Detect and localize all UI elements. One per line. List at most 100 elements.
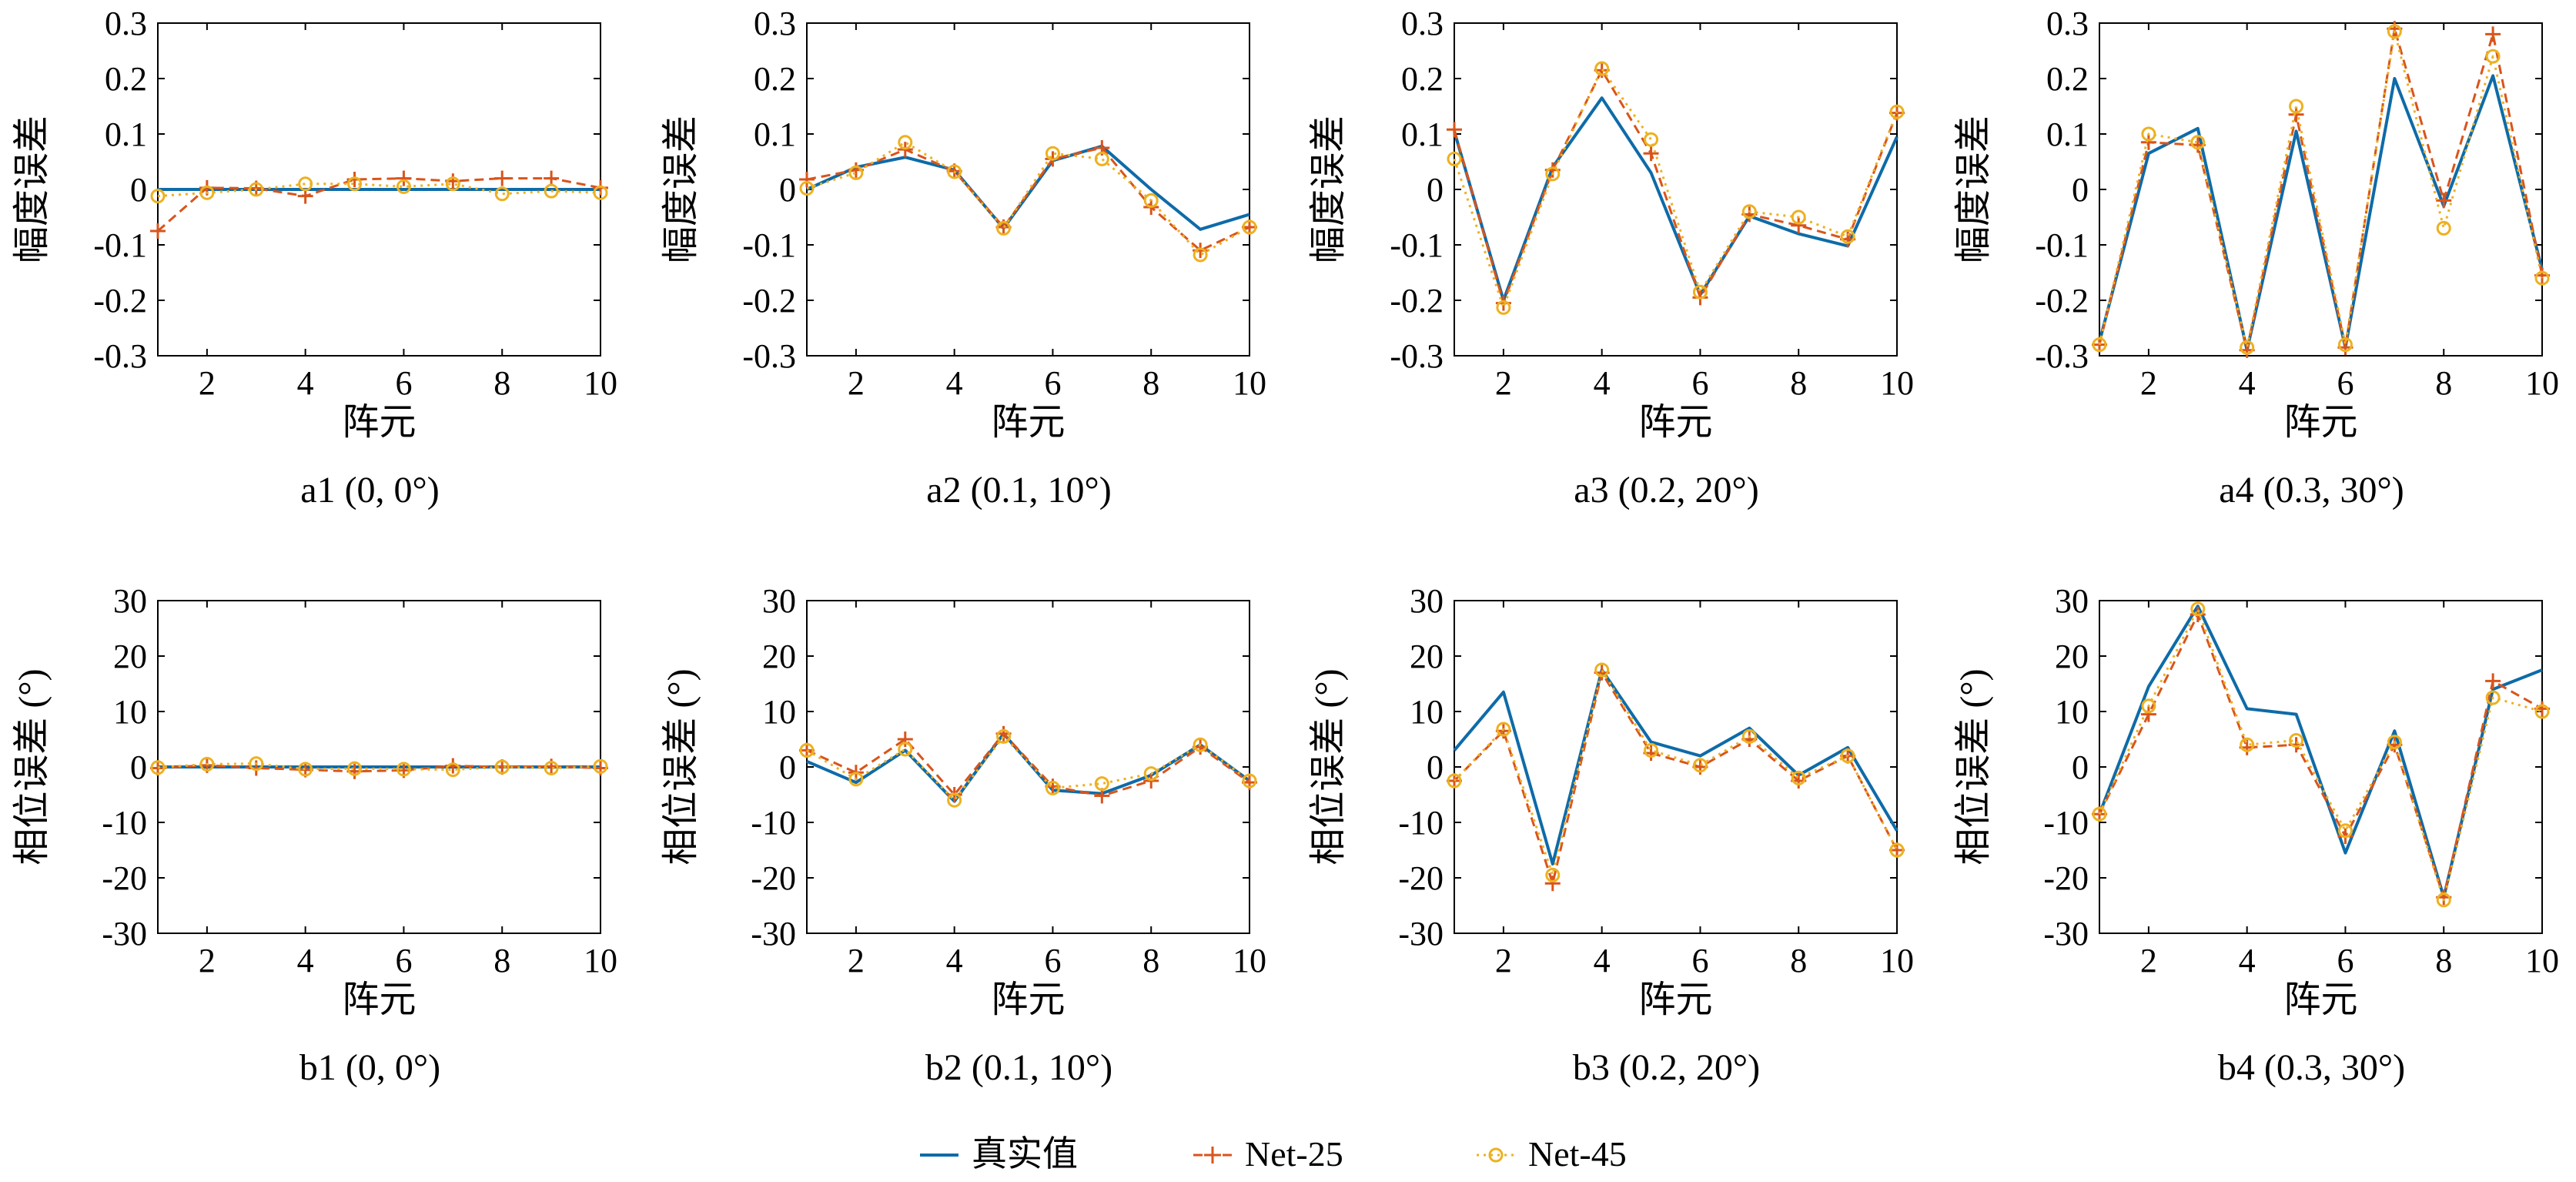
net45-point: [1644, 742, 1659, 758]
net45-point: [1094, 776, 1109, 792]
x-tick-label: 2: [199, 942, 216, 979]
x-axis-label: 阵元: [342, 979, 416, 1020]
net45-point: [2436, 892, 2451, 908]
net45-point: [593, 185, 608, 200]
net25-point: [799, 172, 815, 188]
net45-point: [445, 176, 460, 192]
y-axis-label: 相位误差 (°): [12, 668, 52, 865]
net45-point: [494, 759, 510, 775]
x-tick-label: 8: [2435, 364, 2452, 402]
net45-point: [1094, 151, 1109, 166]
x-tick-label: 2: [2140, 364, 2157, 402]
net45-point: [947, 164, 962, 179]
net25-point: [1447, 122, 1462, 138]
net45-point: [2485, 49, 2501, 64]
net45-point: [2141, 698, 2156, 714]
series-line-net25: [1453, 671, 1899, 885]
y-tick-label: 0.1: [2046, 116, 2089, 153]
chart-panel-b4: 2 4 6 8 10 30 20 10 0 -10 -20 -30 阵元 相位误差 (°) b4 (0.3,…: [1953, 582, 2559, 1088]
net45-point: [347, 176, 363, 192]
net45-point: [445, 762, 460, 778]
x-tick-label: 10: [1880, 942, 1914, 979]
x-tick-label: 8: [1790, 364, 1807, 402]
net45-point: [1741, 728, 1757, 744]
net45-point: [1143, 193, 1159, 208]
y-tick-label: 20: [1410, 638, 1444, 675]
x-tick-label: 4: [946, 364, 963, 402]
net45-point: [396, 179, 411, 194]
net25-point: [2140, 706, 2156, 722]
y-tick-label: 0.2: [105, 60, 147, 98]
net45-point: [1045, 780, 1060, 795]
panel-caption: b4 (0.3, 30°): [2218, 1047, 2405, 1088]
x-tick-label: 4: [297, 364, 314, 402]
net45-point: [249, 182, 264, 197]
net25-point: [2485, 26, 2501, 42]
x-tick-label: 6: [2337, 364, 2354, 402]
series-line-truth: [1453, 668, 1899, 866]
y-tick-label: 30: [762, 582, 796, 620]
net45-point: [1143, 766, 1159, 782]
y-tick-label: -10: [102, 804, 147, 842]
legend-marker-net45: [1488, 1147, 1504, 1163]
chart-panel-a4: 2 4 6 8 10 0.3 0.2 0.1 0 -0.1 -0.2 -0.3 阵元 幅度误差 a4 (0.…: [1953, 5, 2559, 511]
y-tick-label: -0.3: [2035, 337, 2089, 375]
y-tick-label: 10: [2055, 693, 2089, 731]
x-tick-label: 2: [1495, 364, 1512, 402]
y-tick-label: -10: [2043, 804, 2089, 842]
net45-point: [298, 762, 313, 777]
plot-frame: [806, 22, 1250, 357]
y-tick-label: -0.1: [1390, 226, 1444, 264]
x-tick-label: 6: [1691, 364, 1708, 402]
y-axis-label: 相位误差 (°): [661, 668, 701, 865]
net45-point: [544, 183, 559, 199]
y-tick-label: 20: [762, 638, 796, 675]
net25-point: [150, 223, 166, 239]
y-tick-label: -30: [1398, 915, 1444, 953]
net25-point: [897, 732, 913, 747]
net25-point: [2485, 673, 2501, 689]
x-tick-label: 4: [2239, 364, 2256, 402]
x-axis-label: 阵元: [1638, 402, 1712, 443]
y-tick-label: -20: [2043, 859, 2089, 897]
net45-point: [2141, 126, 2156, 142]
legend-marker-net25: [1204, 1147, 1221, 1164]
x-tick-label: 6: [395, 364, 412, 402]
legend-label-net25: Net-25: [1245, 1134, 1343, 1174]
net45-point: [347, 761, 363, 776]
y-tick-label: -10: [1398, 804, 1444, 842]
net45-point: [2092, 806, 2107, 822]
y-tick-label: 0: [2072, 171, 2089, 209]
net25-point: [544, 170, 560, 186]
panel-caption: b2 (0.1, 10°): [925, 1047, 1112, 1088]
y-tick-label: -0.3: [1390, 337, 1444, 375]
net45-point: [1840, 748, 1855, 764]
y-tick-label: -30: [751, 915, 796, 953]
net45-point: [1644, 132, 1659, 147]
x-axis-label: 阵元: [2283, 402, 2357, 443]
y-tick-label: -0.2: [1390, 282, 1444, 320]
net25-point: [396, 170, 412, 186]
net45-point: [2436, 220, 2451, 236]
net45-point: [2240, 737, 2255, 752]
net45-point: [298, 176, 313, 192]
x-tick-label: 8: [2435, 942, 2452, 979]
net45-point: [593, 758, 608, 774]
y-tick-label: -30: [2043, 915, 2089, 953]
y-tick-label: 30: [1410, 582, 1444, 620]
net25-point: [1544, 876, 1561, 892]
series-line-net45: [2098, 30, 2544, 349]
net45-point: [1594, 61, 1610, 76]
net45-point: [1791, 209, 1806, 225]
net45-point: [199, 185, 215, 200]
net45-point: [799, 181, 815, 196]
net25-point: [494, 170, 510, 186]
net45-point: [1447, 773, 1462, 789]
x-axis-label: 阵元: [1638, 979, 1712, 1020]
x-tick-label: 2: [848, 364, 865, 402]
y-tick-label: 0.1: [754, 116, 796, 153]
x-tick-label: 8: [1142, 364, 1159, 402]
y-tick-label: 0.2: [1401, 60, 1444, 98]
net25-point: [2288, 106, 2304, 122]
